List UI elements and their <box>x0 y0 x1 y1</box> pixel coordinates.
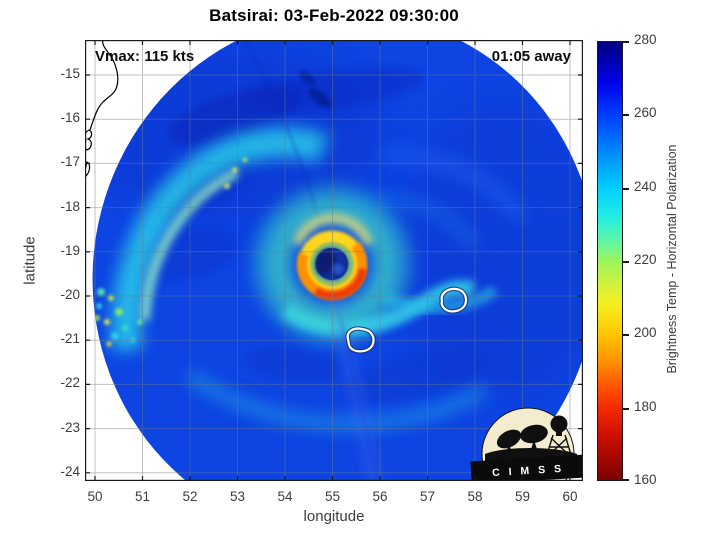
colorbar-tick-label: 220 <box>634 252 657 267</box>
x-tick: 60 <box>562 489 578 504</box>
colorbar-tick <box>623 261 629 263</box>
plot-area: C I M S S Vmax: 115 kts 01:05 away <box>85 40 583 481</box>
colorbar-tick <box>623 479 629 481</box>
colorbar-tick-label: 280 <box>634 32 657 47</box>
eye-core <box>315 248 348 280</box>
gridlines <box>85 40 583 481</box>
x-tick: 57 <box>419 489 436 504</box>
y-tick: -18 <box>60 199 80 214</box>
y-tick: -20 <box>60 287 80 302</box>
water-tower-legs <box>545 434 573 459</box>
y-axis-label: latitude <box>21 236 39 285</box>
eta-overlay: 01:05 away <box>491 48 571 65</box>
y-tick: -17 <box>60 154 80 169</box>
colorbar-tick <box>623 408 629 410</box>
x-tick: 55 <box>324 489 341 504</box>
x-axis-label: longitude <box>303 508 365 525</box>
colorbar-tick-label: 180 <box>634 399 657 414</box>
spiral-band-outer <box>186 369 489 431</box>
spiral-band-west <box>111 127 330 352</box>
cold-contour-b <box>439 286 469 314</box>
y-tick: -24 <box>60 464 80 479</box>
x-tick: 54 <box>277 489 293 504</box>
x-tick: 56 <box>372 489 388 504</box>
plot-frame <box>85 40 583 481</box>
water-tower-icon <box>550 415 568 433</box>
colorbar-tick-label: 240 <box>634 179 657 194</box>
colorbar <box>597 41 623 481</box>
y-tick: -15 <box>60 66 80 81</box>
x-tick: 53 <box>229 489 246 504</box>
cimss-logo: C I M S S <box>470 407 583 481</box>
y-tick: -22 <box>60 375 80 390</box>
x-tick: 51 <box>134 489 151 504</box>
x-tick: 52 <box>182 489 198 504</box>
x-tick: 50 <box>87 489 103 504</box>
cold-contour-a <box>345 326 376 354</box>
west-edge-speckles <box>94 288 143 347</box>
storm-plot-svg: C I M S S <box>85 40 583 481</box>
colorbar-tick <box>623 334 629 336</box>
eyewall-ring <box>269 201 395 327</box>
colorbar-tick <box>623 188 629 190</box>
colorbar-title: Brightness Temp - Horizontal Polarizatio… <box>665 144 679 374</box>
colorbar-tick-label: 260 <box>634 105 657 120</box>
y-tick: -23 <box>60 420 80 435</box>
x-tick: 58 <box>467 489 483 504</box>
cimss-logo-text: C I M S S <box>492 463 565 479</box>
x-tick: 59 <box>514 489 531 504</box>
y-tick: -16 <box>60 110 80 125</box>
satellite-dish-icon <box>496 429 522 449</box>
y-tick: -21 <box>60 331 80 346</box>
colorbar-tick-label: 160 <box>634 472 657 487</box>
satellite-dish-icon <box>520 424 548 444</box>
y-tick: -19 <box>60 243 80 258</box>
vmax-overlay: Vmax: 115 kts <box>95 48 195 65</box>
colorbar-tick-label: 200 <box>634 325 657 340</box>
colorbar-tick <box>623 41 629 43</box>
page-title: Batsirai: 03-Feb-2022 09:30:00 <box>209 6 459 25</box>
axis-ticks <box>85 40 583 481</box>
colorbar-tick <box>623 114 629 116</box>
